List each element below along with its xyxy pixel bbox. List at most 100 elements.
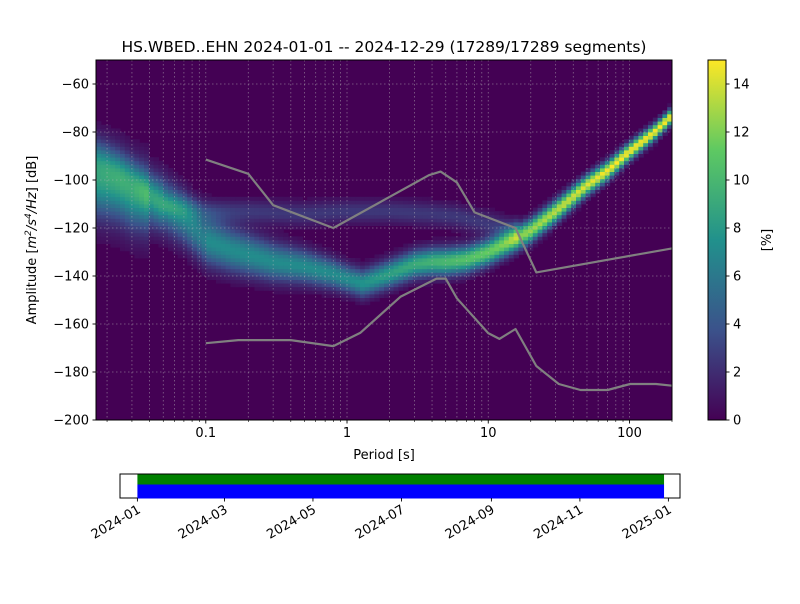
heatmap-cell xyxy=(369,196,375,201)
heatmap-cell xyxy=(148,189,155,194)
heatmap-cell xyxy=(585,168,591,172)
heatmap-cell xyxy=(110,146,116,151)
heatmap-cell xyxy=(225,214,231,219)
heatmap-cell xyxy=(110,196,116,201)
heatmap-cell xyxy=(532,236,539,241)
heatmap-cell xyxy=(580,189,587,194)
heatmap-cell xyxy=(340,297,347,302)
heatmap-cell xyxy=(326,265,332,270)
heatmap-cell xyxy=(345,286,351,291)
heatmap-cell xyxy=(259,261,265,266)
heatmap-cell xyxy=(321,258,327,262)
heatmap-cell xyxy=(609,171,615,176)
heatmap-cell xyxy=(432,272,438,277)
heatmap-cell xyxy=(427,283,433,288)
heatmap-cell xyxy=(192,222,198,226)
heatmap-cell xyxy=(422,222,428,226)
heatmap-cell xyxy=(120,171,126,176)
heatmap-cell xyxy=(412,240,419,244)
heatmap-cell xyxy=(369,294,375,298)
heatmap-cell xyxy=(100,178,107,183)
heatmap-cell xyxy=(292,207,299,212)
heatmap-cell xyxy=(273,200,279,205)
heatmap-cell xyxy=(316,243,323,248)
heatmap-cell xyxy=(134,168,140,172)
heatmap-cell xyxy=(384,283,390,288)
heatmap-cell xyxy=(216,243,222,248)
heatmap-cell xyxy=(321,272,327,277)
heatmap-cell xyxy=(254,272,260,277)
heatmap-cell xyxy=(273,236,279,241)
heatmap-cell xyxy=(662,110,668,115)
heatmap-cell xyxy=(288,225,294,230)
heatmap-cell xyxy=(216,200,222,205)
heatmap-cell xyxy=(340,294,347,298)
heatmap-cell xyxy=(436,254,443,259)
heatmap-cell xyxy=(144,222,150,226)
heatmap-cell xyxy=(417,268,423,273)
heatmap-cell xyxy=(273,265,279,270)
heatmap-cell xyxy=(192,193,198,198)
heatmap-cell xyxy=(408,254,414,259)
heatmap-cell xyxy=(403,254,409,259)
heatmap-cell xyxy=(465,207,471,212)
heatmap-cell xyxy=(249,268,255,273)
heatmap-cell xyxy=(96,236,102,241)
heatmap-cell xyxy=(504,240,510,244)
heatmap-cell xyxy=(475,261,481,266)
heatmap-cell xyxy=(144,214,150,219)
heatmap-cell xyxy=(456,218,462,223)
heatmap-cell xyxy=(153,222,159,226)
heatmap-cell xyxy=(345,207,351,212)
heatmap-cell xyxy=(105,218,111,223)
heatmap-cell xyxy=(192,236,198,241)
heatmap-cell xyxy=(456,225,462,230)
heatmap-cell xyxy=(374,283,380,288)
heatmap-cell xyxy=(249,283,255,288)
heatmap-cell xyxy=(206,232,212,237)
heatmap-cell xyxy=(254,200,260,205)
heatmap-cell xyxy=(144,160,150,165)
heatmap-cell xyxy=(523,229,529,234)
heatmap-cell xyxy=(657,114,663,118)
heatmap-cell xyxy=(393,265,399,270)
heatmap-cell xyxy=(436,204,443,208)
heatmap-cell xyxy=(288,200,294,205)
coverage-tick-label: 2025-01 xyxy=(620,502,675,542)
heatmap-cell xyxy=(513,240,519,244)
heatmap-cell xyxy=(364,204,371,208)
heatmap-cell xyxy=(192,232,198,237)
heatmap-cell xyxy=(96,175,102,180)
heatmap-cell xyxy=(494,240,500,244)
heatmap-cell xyxy=(254,265,260,270)
heatmap-cell xyxy=(523,214,529,219)
heatmap-cell xyxy=(360,261,366,266)
heatmap-cell xyxy=(120,135,126,140)
heatmap-cell xyxy=(489,243,495,248)
heatmap-cell xyxy=(360,204,366,208)
heatmap-cell xyxy=(259,200,265,205)
heatmap-cell xyxy=(369,268,375,273)
heatmap-cell xyxy=(475,218,481,223)
heatmap-cell xyxy=(115,236,121,241)
heatmap-cell xyxy=(249,200,255,205)
heatmap-cell xyxy=(388,283,395,288)
heatmap-cell xyxy=(100,186,107,190)
heatmap-cell xyxy=(124,139,131,144)
heatmap-cell xyxy=(360,286,366,291)
heatmap-cell xyxy=(216,272,222,277)
heatmap-cell xyxy=(556,193,563,198)
heatmap-cell xyxy=(144,146,150,151)
heatmap-cell xyxy=(614,153,620,158)
heatmap-cell xyxy=(484,222,491,226)
heatmap-cell xyxy=(350,294,356,298)
heatmap-cell xyxy=(595,171,601,176)
heatmap-cell xyxy=(144,157,150,162)
heatmap-cell xyxy=(441,265,447,270)
heatmap-cell xyxy=(177,189,183,194)
heatmap-cell xyxy=(432,214,438,219)
heatmap-cell xyxy=(499,236,505,241)
heatmap-cell xyxy=(139,200,145,205)
heatmap-cell xyxy=(168,189,174,194)
heatmap-cell xyxy=(235,276,241,280)
